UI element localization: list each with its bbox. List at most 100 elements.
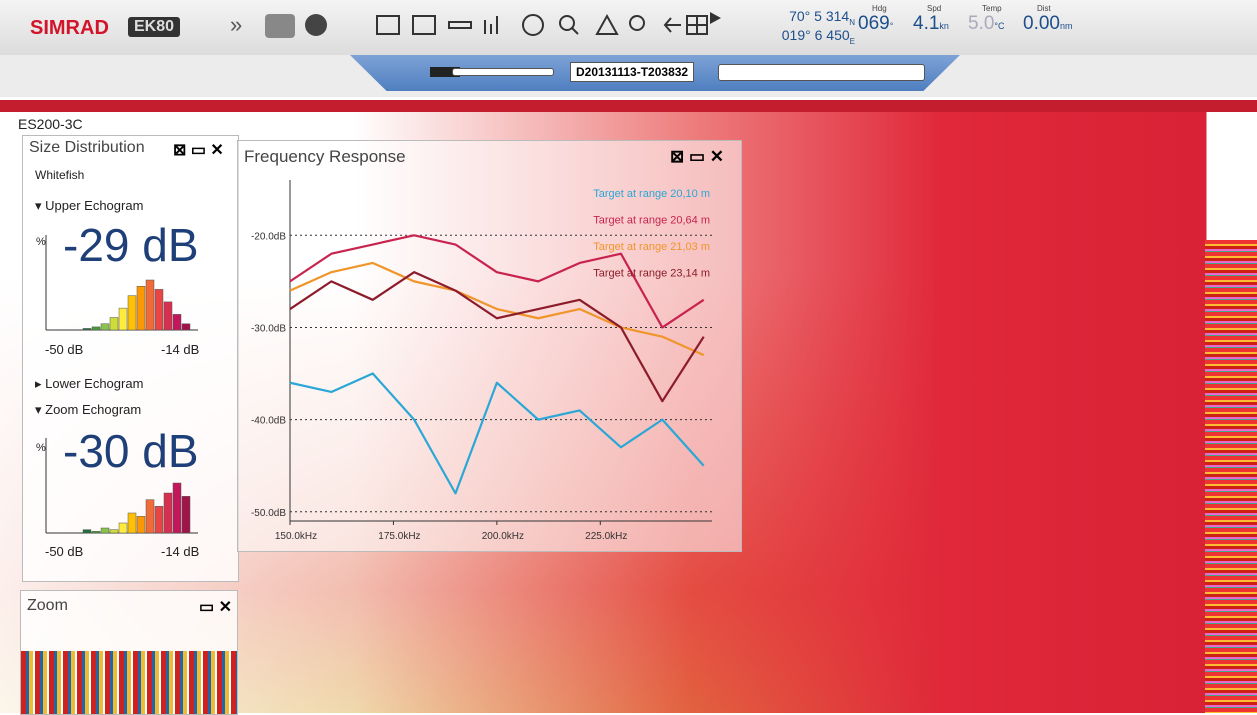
hist-bar — [154, 506, 164, 534]
hist-bar — [172, 314, 182, 331]
hist-bar — [145, 279, 155, 331]
hist-bar — [163, 301, 173, 331]
camera-button[interactable] — [265, 14, 295, 38]
hist-bar — [145, 499, 155, 534]
y-label: % — [36, 236, 46, 248]
product: EK80 — [128, 17, 181, 37]
menu-button[interactable]: » — [230, 12, 243, 37]
panel-title: Frequency Response — [244, 147, 406, 166]
hist-bar — [163, 492, 173, 534]
hist-bar — [118, 307, 128, 331]
readout-row: 069° — [858, 13, 913, 35]
readout: Hdg 069° — [858, 4, 913, 35]
readout: Spd 4.1kn — [913, 4, 968, 35]
hist-bar — [181, 496, 191, 534]
series-line — [289, 234, 705, 329]
hist-bar — [82, 328, 92, 331]
slider[interactable] — [452, 68, 554, 76]
panel-title: Zoom — [27, 597, 68, 614]
hist-bar — [136, 516, 146, 534]
legend-entry: Target at range 20,64 m — [593, 215, 710, 227]
panel-buttons[interactable]: ⊠ ▭ ✕ — [173, 142, 224, 159]
species: Whitefish — [35, 168, 85, 182]
hist-bar — [100, 527, 110, 534]
tool-icons[interactable] — [375, 12, 720, 40]
hist-bar — [118, 522, 128, 534]
readout-unit: nm — [1059, 21, 1073, 31]
section-name: ▾ Upper Echogram — [35, 198, 144, 213]
section-name: ▾ Zoom Echogram — [35, 402, 142, 417]
stop-pause[interactable] — [430, 67, 460, 77]
legend-entry: Target at range 20,10 m — [593, 188, 710, 200]
longitude: 019° 6 450 — [781, 26, 850, 43]
hist-bar — [154, 289, 164, 331]
y-label: % — [36, 442, 46, 454]
hist-max: -14 dB — [161, 342, 200, 357]
ts-value: -29 dB — [63, 219, 199, 271]
series-line — [289, 271, 705, 403]
x-tick-label: 175.0kHz — [378, 531, 420, 542]
readout-label: Dist — [1037, 4, 1051, 13]
readout-row: 5.0°C — [968, 13, 1023, 35]
hist-bar — [109, 317, 119, 331]
x-tick-label: 150.0kHz — [275, 531, 317, 542]
lat-hemi: N — [849, 17, 855, 27]
hist-min: -50 dB — [45, 544, 84, 559]
lon-hemi: E — [849, 36, 855, 46]
readout-value: 069 — [858, 13, 890, 34]
readout-unit: °C — [994, 21, 1005, 31]
hist-max: -14 dB — [161, 544, 200, 559]
channel-label: ES200-3C — [18, 116, 83, 132]
hist-bar — [136, 286, 146, 331]
hist-bar — [100, 323, 110, 331]
readout-label: Temp — [982, 4, 1002, 13]
readout-label: Hdg — [872, 4, 887, 13]
surface-line — [0, 100, 1257, 112]
hist-min: -50 dB — [45, 342, 84, 357]
section-label: Upper Echogram — [45, 198, 144, 213]
flag-icon[interactable] — [708, 10, 722, 34]
legend-entry: Target at range 23,14 m — [593, 268, 710, 280]
panel-buttons[interactable]: ⊠ ▭ ✕ — [670, 147, 724, 166]
hist-bar — [91, 326, 101, 331]
hist-bar — [109, 529, 119, 534]
panel-title: Size Distribution — [29, 139, 145, 156]
section-label: Zoom Echogram — [45, 402, 142, 417]
readout-row: 0.00nm — [1023, 13, 1078, 35]
record-button[interactable] — [305, 14, 327, 36]
x-tick-label: 200.0kHz — [482, 531, 524, 542]
ts-value: -30 dB — [63, 425, 199, 477]
hist-bar — [172, 482, 182, 534]
frequency-response-panel: Frequency Response ⊠ ▭ ✕ — [237, 140, 742, 552]
readout: Dist 0.00nm — [1023, 4, 1078, 35]
hist-bar — [91, 531, 101, 534]
x-tick-label: 225.0kHz — [585, 531, 627, 542]
readout-value: 4.1 — [913, 13, 940, 34]
y-tick-label: -40.0dB — [251, 416, 286, 427]
readout: Temp 5.0°C — [968, 4, 1023, 35]
file-progress — [718, 64, 925, 81]
hist-bar — [181, 323, 191, 331]
readout-label: Spd — [927, 4, 942, 13]
readout-value: 0.00 — [1023, 13, 1060, 34]
y-tick-label: -30.0dB — [251, 323, 286, 334]
toolbar: SIMRAD EK80 » 70° 5 314N 019° 6 450E Hdg… — [0, 0, 1257, 55]
readout-unit: ° — [889, 21, 894, 31]
panel-buttons[interactable]: ▭ ✕ — [199, 599, 232, 616]
color-strip — [1205, 240, 1257, 713]
brand: SIMRAD — [30, 17, 109, 39]
legend-entry: Target at range 21,03 m — [593, 241, 710, 253]
hist-bar — [127, 295, 137, 331]
y-tick-label: -20.0dB — [251, 231, 286, 242]
section-name[interactable]: ▸ Lower Echogram — [35, 376, 144, 391]
readout-value: 5.0 — [968, 13, 995, 34]
y-tick-label: -50.0dB — [251, 508, 286, 519]
section-label: Lower Echogram — [45, 376, 144, 391]
readout-unit: kn — [939, 21, 949, 31]
size-distribution-panel: Size Distribution ⊠ ▭ ✕ Whitefish ▾ Uppe… — [22, 135, 239, 582]
hist-bar — [82, 529, 92, 534]
readout-row: 4.1kn — [913, 13, 968, 35]
file-name: D20131113-T203832 — [570, 62, 695, 82]
